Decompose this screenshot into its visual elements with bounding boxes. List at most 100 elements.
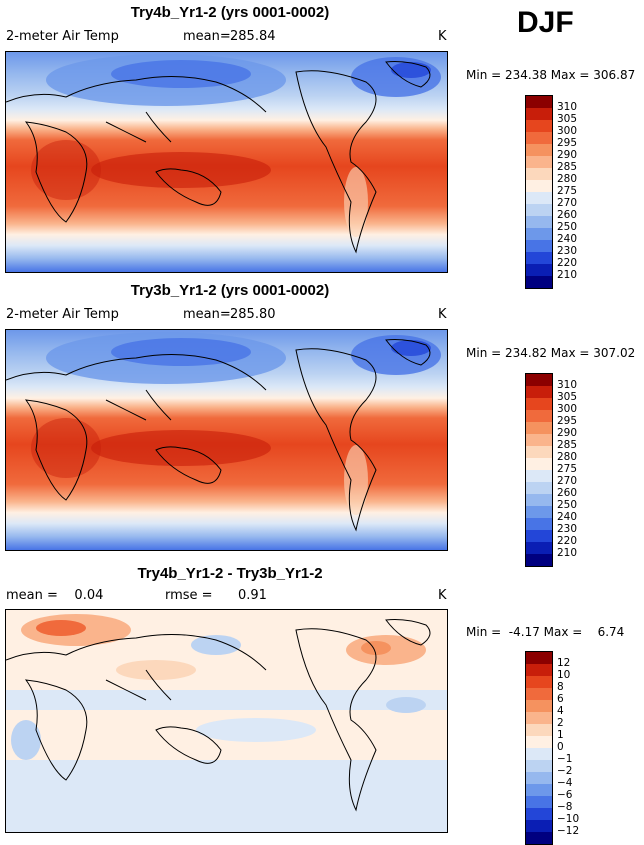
panel-3-minmax: Min = -4.17 Max = 6.74 — [466, 625, 625, 639]
colorbar-tick-label: 230 — [557, 523, 578, 535]
panel-3-colorbar — [525, 651, 553, 845]
colorbar-swatch — [526, 132, 552, 144]
colorbar-swatch — [526, 204, 552, 216]
panel-1-minmax: Min = 234.38 Max = 306.87 — [466, 68, 636, 82]
colorbar-swatch — [526, 96, 552, 108]
colorbar-swatch — [526, 542, 552, 554]
colorbar-tick-label: 290 — [557, 149, 578, 161]
colorbar-tick-label: 12 — [557, 657, 571, 669]
colorbar-swatch — [526, 276, 552, 288]
colorbar-swatch — [526, 664, 552, 676]
colorbar-swatch — [526, 832, 552, 844]
panel-2-units: K — [438, 307, 447, 322]
colorbar-tick-label: 240 — [557, 233, 578, 245]
colorbar-swatch — [526, 386, 552, 398]
colorbar-tick-label: 240 — [557, 511, 578, 523]
colorbar-tick-label: 275 — [557, 463, 578, 475]
colorbar-swatch — [526, 820, 552, 832]
colorbar-tick-label: 210 — [557, 547, 578, 559]
colorbar-swatch — [526, 144, 552, 156]
colorbar-tick-label: 275 — [557, 185, 578, 197]
panel-3-colorbar-labels: 12 10 8 6 4 2 1 0 −1 −2 −4 −6 −8 −10 −12 — [557, 657, 580, 843]
panel-3-rmse-label: rmse = — [165, 588, 213, 603]
colorbar-tick-label: −10 — [557, 813, 580, 825]
colorbar-tick-label: 290 — [557, 427, 578, 439]
panel-1-mean-label: mean= — [183, 29, 231, 44]
colorbar-swatch — [526, 228, 552, 240]
colorbar-swatch — [526, 180, 552, 192]
colorbar-swatch — [526, 458, 552, 470]
panel-1-variable-label: 2-meter Air Temp — [6, 29, 119, 44]
colorbar-swatch — [526, 494, 552, 506]
colorbar-tick-label: 260 — [557, 209, 578, 221]
panel-2-colorbar-labels: 310 305 300 295 290 285 280 275 270 260 250 240 230 2… — [557, 379, 578, 565]
colorbar-swatch — [526, 784, 552, 796]
colorbar-swatch — [526, 108, 552, 120]
colorbar-tick-label: 285 — [557, 439, 578, 451]
panel-3-mean-label: mean = 0.04 — [6, 588, 104, 603]
colorbar-tick-label: 8 — [557, 681, 564, 693]
colorbar-tick-label: 0 — [557, 741, 564, 753]
colorbar-tick-label: 280 — [557, 173, 578, 185]
colorbar-swatch — [526, 808, 552, 820]
colorbar-tick-label: 310 — [557, 379, 578, 391]
colorbar-tick-label: 6 — [557, 693, 564, 705]
colorbar-swatch — [526, 422, 552, 434]
colorbar-tick-label: −1 — [557, 753, 573, 765]
colorbar-tick-label: 10 — [557, 669, 571, 681]
colorbar-tick-label: 220 — [557, 257, 578, 269]
colorbar-tick-label: 295 — [557, 137, 578, 149]
colorbar-swatch — [526, 168, 552, 180]
panel-2-mean-value: 285.80 — [230, 307, 276, 322]
colorbar-tick-label: 220 — [557, 535, 578, 547]
panel-3-title: Try4b_Yr1-2 - Try3b_Yr1-2 — [137, 565, 323, 582]
colorbar-swatch — [526, 700, 552, 712]
panel-2-variable-label: 2-meter Air Temp — [6, 307, 119, 322]
colorbar-swatch — [526, 554, 552, 566]
colorbar-swatch — [526, 736, 552, 748]
colorbar-swatch — [526, 688, 552, 700]
panel-1-title: Try4b_Yr1-2 (yrs 0001-0002) — [130, 4, 330, 21]
colorbar-swatch — [526, 240, 552, 252]
colorbar-tick-label: 250 — [557, 221, 578, 233]
panel-3-units: K — [438, 588, 447, 603]
colorbar-tick-label: 295 — [557, 415, 578, 427]
colorbar-swatch — [526, 192, 552, 204]
colorbar-tick-label: −8 — [557, 801, 573, 813]
colorbar-swatch — [526, 374, 552, 386]
colorbar-tick-label: 250 — [557, 499, 578, 511]
colorbar-swatch — [526, 518, 552, 530]
panel-2-mean-label: mean= — [183, 307, 231, 322]
colorbar-swatch — [526, 446, 552, 458]
colorbar-tick-label: 300 — [557, 125, 578, 137]
panel-1-colorbar-labels: 310 305 300 295 290 285 280 275 270 260 250 240 230 2… — [557, 101, 578, 287]
colorbar-swatch — [526, 264, 552, 276]
colorbar-swatch — [526, 120, 552, 132]
colorbar-tick-label: −2 — [557, 765, 573, 777]
colorbar-tick-label: 2 — [557, 717, 564, 729]
panel-1-colorbar — [525, 95, 553, 289]
panel-3-map — [5, 609, 448, 833]
colorbar-swatch — [526, 470, 552, 482]
colorbar-swatch — [526, 410, 552, 422]
panel-2-minmax: Min = 234.82 Max = 307.02 — [466, 346, 636, 360]
colorbar-tick-label: 230 — [557, 245, 578, 257]
colorbar-tick-label: 4 — [557, 705, 564, 717]
season-label: DJF — [517, 6, 574, 39]
colorbar-tick-label: 305 — [557, 113, 578, 125]
colorbar-tick-label: 1 — [557, 729, 564, 741]
colorbar-tick-label: 270 — [557, 197, 578, 209]
panel-1-mean-value: 285.84 — [230, 29, 276, 44]
panel-1-map — [5, 51, 448, 273]
panel-2-map — [5, 329, 448, 551]
colorbar-swatch — [526, 652, 552, 664]
colorbar-swatch — [526, 772, 552, 784]
colorbar-swatch — [526, 724, 552, 736]
colorbar-tick-label: 210 — [557, 269, 578, 281]
colorbar-tick-label: 280 — [557, 451, 578, 463]
colorbar-swatch — [526, 796, 552, 808]
colorbar-tick-label: 260 — [557, 487, 578, 499]
colorbar-swatch — [526, 156, 552, 168]
colorbar-swatch — [526, 506, 552, 518]
colorbar-swatch — [526, 676, 552, 688]
